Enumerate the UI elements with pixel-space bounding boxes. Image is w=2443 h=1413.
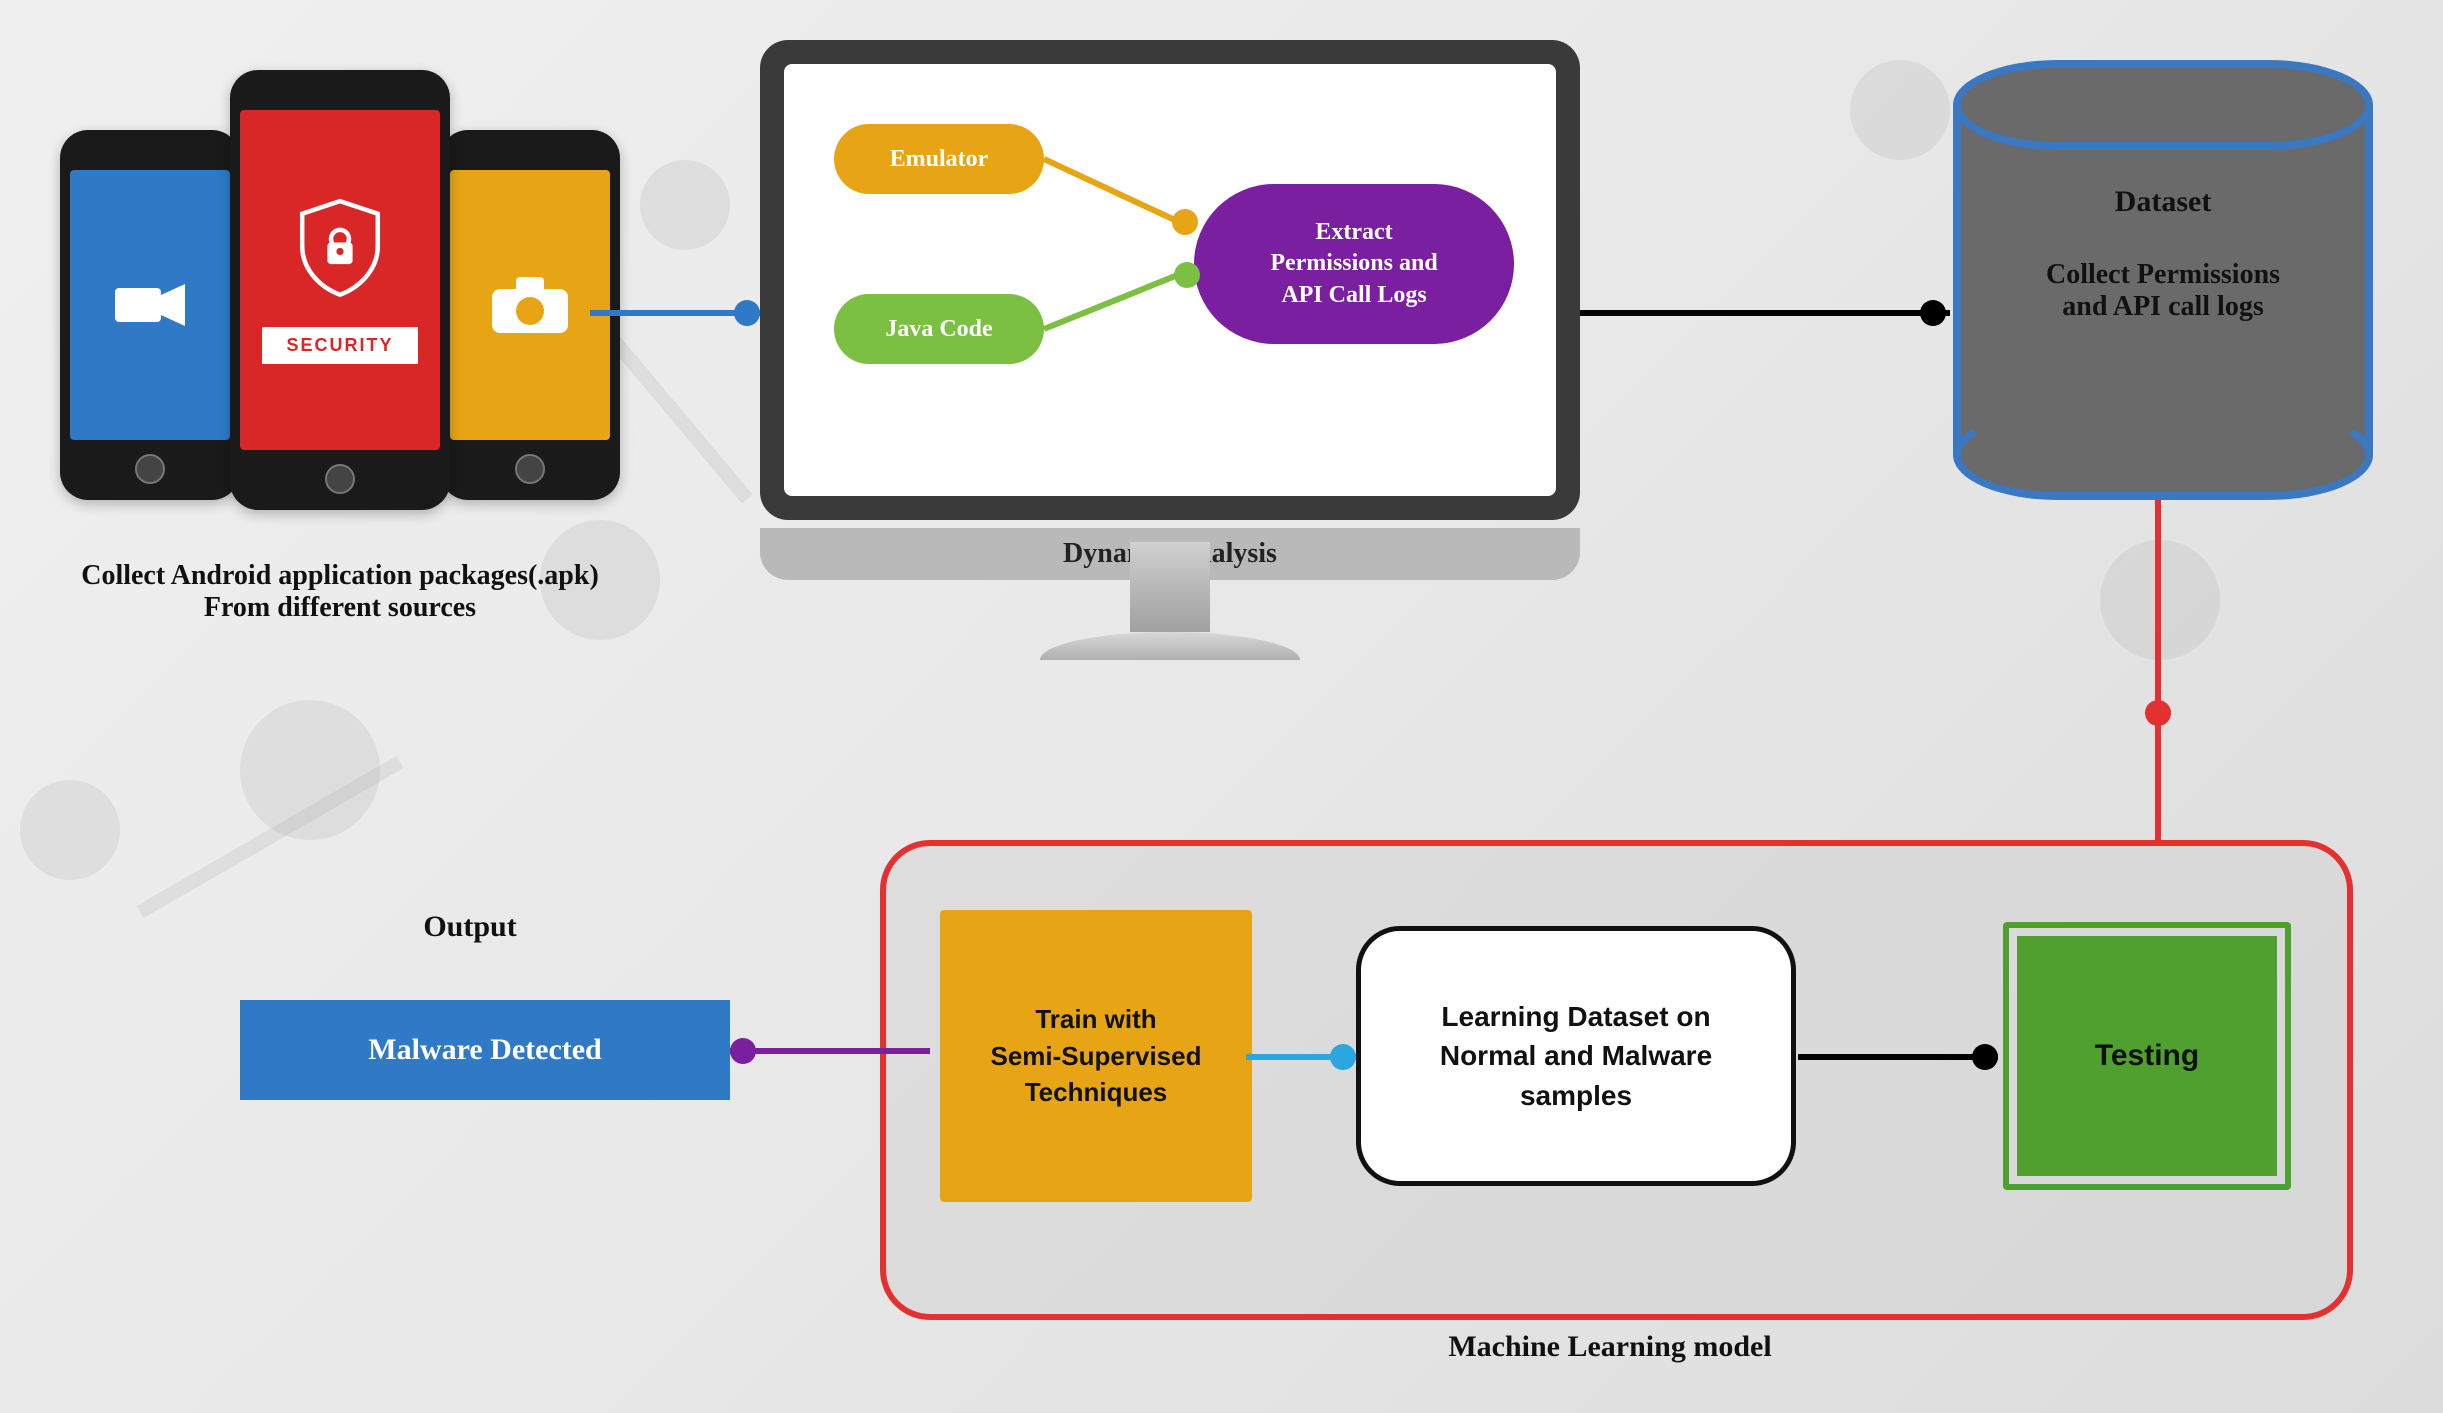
ml-label: Machine Learning model xyxy=(1360,1330,1860,1364)
db-body-l2: and API call logs xyxy=(2046,291,2280,323)
phones-cluster: SECURITY xyxy=(60,70,620,530)
db-title: Dataset xyxy=(2085,185,2242,219)
extract-l2: Permissions and xyxy=(1270,248,1437,279)
connector-dot xyxy=(2145,700,2171,726)
learn-l1: Learning Dataset on xyxy=(1441,997,1710,1036)
extract-l1: Extract xyxy=(1315,217,1392,248)
connector-dot xyxy=(734,300,760,326)
db-body-l1: Collect Permissions xyxy=(2046,259,2280,291)
phone-blue xyxy=(60,130,240,500)
connector-train-output xyxy=(730,1048,930,1054)
learn-l2: Normal and Malware xyxy=(1440,1036,1712,1075)
connector-dot xyxy=(1330,1044,1356,1070)
phones-caption-l1: Collect Android application packages(.ap… xyxy=(20,560,660,592)
connector-db-ml xyxy=(2155,500,2161,840)
bg-shape xyxy=(20,780,120,880)
security-badge: SECURITY xyxy=(262,327,417,364)
phones-caption-l2: From different sources xyxy=(20,592,660,624)
conn-java-dot xyxy=(1174,262,1200,288)
phone-red: SECURITY xyxy=(230,70,450,510)
connector-dot xyxy=(1972,1044,1998,1070)
learn-l3: samples xyxy=(1520,1076,1632,1115)
javacode-node: Java Code xyxy=(834,294,1044,364)
learn-node: Learning Dataset on Normal and Malware s… xyxy=(1356,926,1796,1186)
conn-emulator-dot xyxy=(1172,209,1198,235)
output-title: Output xyxy=(320,910,620,944)
train-node: Train with Semi-Supervised Techniques xyxy=(946,916,1246,1196)
video-icon xyxy=(115,280,185,330)
bg-shape xyxy=(1850,60,1950,160)
database-cylinder: Dataset Collect Permissions and API call… xyxy=(1953,60,2373,500)
connector-dot xyxy=(730,1038,756,1064)
shield-icon xyxy=(295,197,385,297)
connector-dot xyxy=(1920,300,1946,326)
monitor-screen: Emulator Java Code Extract Permissions a… xyxy=(784,64,1556,496)
connector-monitor-db xyxy=(1580,310,1950,316)
test-node: Testing xyxy=(2017,936,2277,1176)
conn-java xyxy=(1043,270,1184,332)
extract-l3: API Call Logs xyxy=(1281,280,1426,311)
diagram-canvas: SECURITY Collect Android application pac… xyxy=(0,0,2443,1413)
emulator-node: Emulator xyxy=(834,124,1044,194)
ml-model-box: Train with Semi-Supervised Techniques Le… xyxy=(880,840,2353,1320)
conn-emulator xyxy=(1043,156,1181,225)
bg-shape xyxy=(640,160,730,250)
db-body: Collect Permissions and API call logs xyxy=(2016,259,2310,323)
connector-learn-test xyxy=(1798,1054,1998,1060)
phones-caption: Collect Android application packages(.ap… xyxy=(20,560,660,624)
camera-icon xyxy=(492,277,568,333)
extract-node: Extract Permissions and API Call Logs xyxy=(1194,184,1514,344)
monitor-stand xyxy=(1040,542,1300,660)
monitor: Emulator Java Code Extract Permissions a… xyxy=(760,40,1580,660)
output-box: Malware Detected xyxy=(240,1000,730,1100)
